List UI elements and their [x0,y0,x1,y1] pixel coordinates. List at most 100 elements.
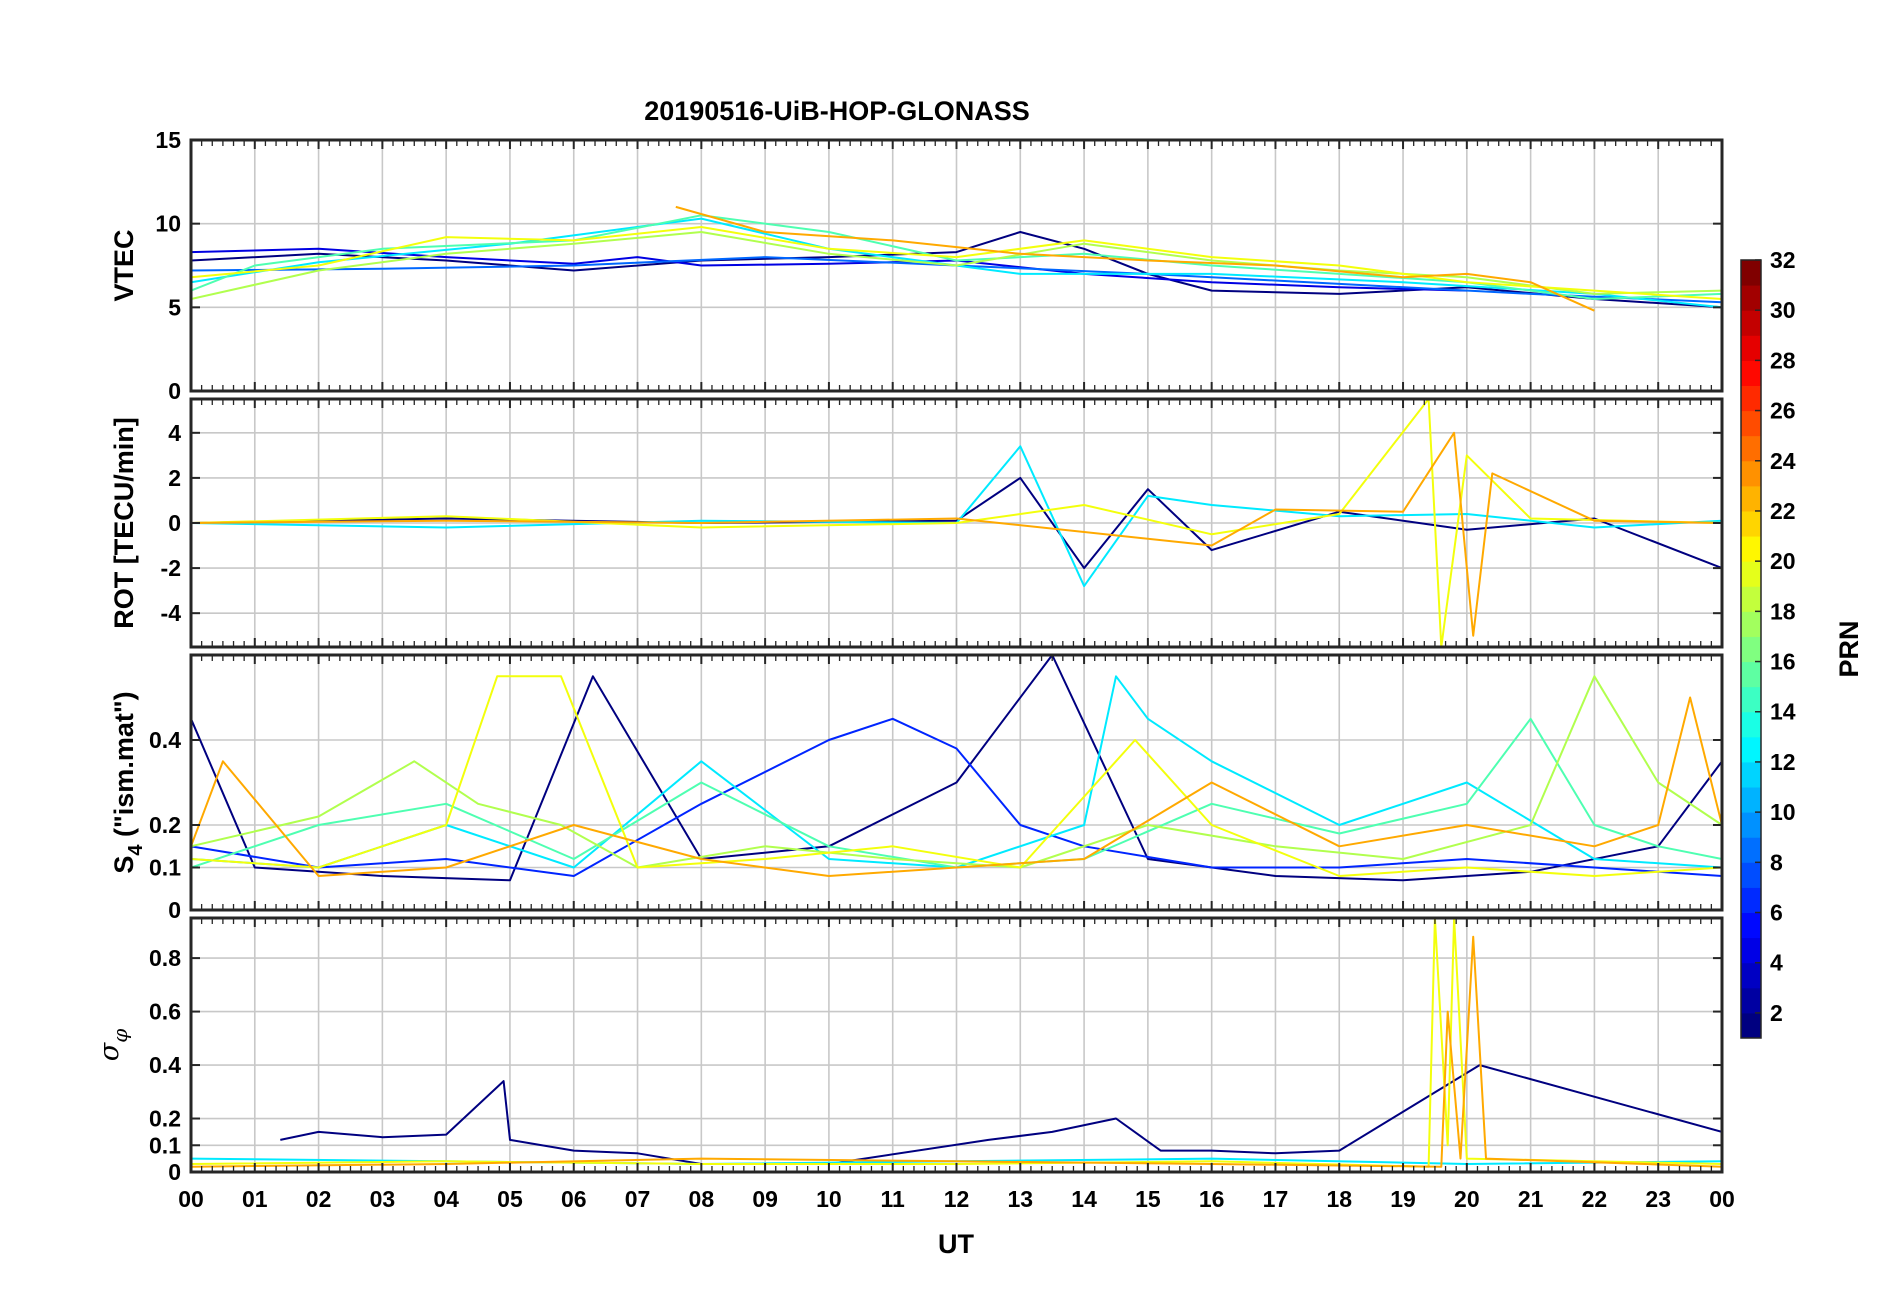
colorbar-swatch [1741,536,1761,562]
x-tick-label: 01 [242,1186,268,1212]
colorbar-tick-label: 16 [1770,649,1796,675]
series-vtec-prn20 [191,226,1722,300]
y-tick-label: 0.6 [149,999,181,1025]
colorbar-swatch [1741,912,1761,939]
colorbar-swatch [1741,335,1761,361]
colorbar-swatch [1741,285,1761,311]
y-tick-label: 0.4 [149,1052,181,1078]
colorbar-tick-label: 8 [1770,849,1783,875]
series-group [191,399,1722,647]
colorbar-swatch [1741,435,1761,462]
panel-sigma_phi: 00.10.2 0.4 0.6 0.8 σφ 00 01 02 03 04 05 06 07 08 09 10… [94,916,1735,1212]
x-tick-label: 16 [1199,1186,1225,1212]
colorbar-swatch [1741,485,1761,512]
series-vtec-prn23 [675,205,1595,312]
y-tick-label: 0 [168,510,181,536]
x-tick-label: 19 [1390,1186,1416,1212]
panel-vtec: 0 5 10 15 VTEC [109,127,1724,404]
colorbar-swatch [1741,586,1761,612]
y-axis-label: ROT [TECU/min] [109,417,139,628]
colorbar-tick-label: 2 [1770,1000,1783,1026]
y-tick-label: 0 [168,1159,181,1185]
x-tick-label: 03 [370,1186,396,1212]
colorbar-tick-label: 4 [1770,950,1783,976]
x-tick-label: 23 [1645,1186,1671,1212]
colorbar-swatch [1741,360,1761,386]
colorbar-tick-label: 18 [1770,598,1796,624]
y-tick-label: 0.8 [149,945,181,971]
y-tick-label: -2 [161,555,181,581]
y-tick-label: 0.2 [149,812,181,838]
colorbar-swatch [1741,887,1761,914]
colorbar-swatch [1741,711,1761,738]
x-tick-label: 07 [625,1186,651,1212]
axes-frame [189,916,1724,1174]
series-group [191,205,1722,312]
colorbar-swatch [1741,460,1761,487]
x-tick-label: 20 [1454,1186,1480,1212]
panel-s4: 00.10.20.4S4 ("ism.mat") [109,653,1724,923]
x-tick-label: 22 [1582,1186,1608,1212]
y-axis-label-rest: ("ism.mat") [109,691,139,844]
colorbar-swatch [1741,761,1761,788]
y-axis-label-sub: φ [108,1029,132,1043]
x-tick-label: 11 [881,1186,906,1212]
x-tick-label: 15 [1135,1186,1161,1212]
y-axis-label: VTEC [109,229,139,301]
colorbar-swatch [1741,410,1761,437]
x-axis-label: UT [938,1229,974,1259]
x-tick-label: 04 [433,1186,459,1212]
x-tick-label: 21 [1518,1186,1544,1212]
colorbar-frame [1740,259,1762,1039]
x-tick-label: 00 [178,1186,204,1212]
axes-frame [189,138,1724,393]
y-tick-label: -4 [161,600,182,626]
y-tick-label: 4 [168,420,181,446]
colorbar-swatch [1741,385,1761,412]
x-tick-label: 13 [1007,1186,1033,1212]
x-tick-label: 10 [816,1186,842,1212]
colorbar-tick-label: 6 [1770,900,1783,926]
y-tick-label: 0 [168,897,181,923]
colorbar-swatch [1741,987,1761,1014]
x-tick-label: 08 [689,1186,715,1212]
x-tick-label: 02 [306,1186,332,1212]
colorbar-tick-label: 10 [1770,799,1796,825]
x-tick-label: 06 [561,1186,587,1212]
x-tick-label: 14 [1071,1186,1097,1212]
series-sigma_phi-prn23 [191,935,1722,1168]
colorbar-swatch [1741,561,1761,587]
y-axis-label: σφ [94,1029,132,1061]
y-tick-label: 0.1 [149,855,181,881]
colorbar-tick-label: 28 [1770,347,1796,373]
y-tick-label: 0 [168,378,181,404]
colorbar-label: PRN [1834,620,1864,677]
axes-frame [189,397,1724,649]
series-group [191,655,1722,882]
x-tick-label: 18 [1326,1186,1352,1212]
y-tick-label: 2 [168,465,181,491]
series-s4-prn12 [191,675,1722,869]
series-vtec-prn18 [191,231,1722,300]
series-s4-prn1 [191,655,1722,882]
y-axis-label-main: S [109,856,139,874]
colorbar-tick-label: 12 [1770,749,1796,775]
colorbar-tick-label: 22 [1770,498,1796,524]
series-s4-prn18 [191,675,1722,869]
x-tick-label: 09 [752,1186,778,1212]
y-tick-label: 0.2 [149,1106,181,1132]
y-tick-label: 0.1 [149,1132,181,1158]
colorbar-tick-label: 24 [1770,448,1796,474]
y-tick-label: 5 [168,294,181,320]
x-tick-label: 00 [1709,1186,1735,1212]
colorbar-swatch [1741,636,1761,663]
y-tick-label: 15 [155,127,181,153]
y-tick-label: 10 [155,211,181,237]
series-rot-prn20 [191,399,1722,647]
panel-rot: -4 -2 0 2 4 ROT [TECU/min] [109,397,1724,649]
colorbar-tick-label: 30 [1770,297,1796,323]
chart-title: 20190516-UiB-HOP-GLONASS [644,96,1030,126]
